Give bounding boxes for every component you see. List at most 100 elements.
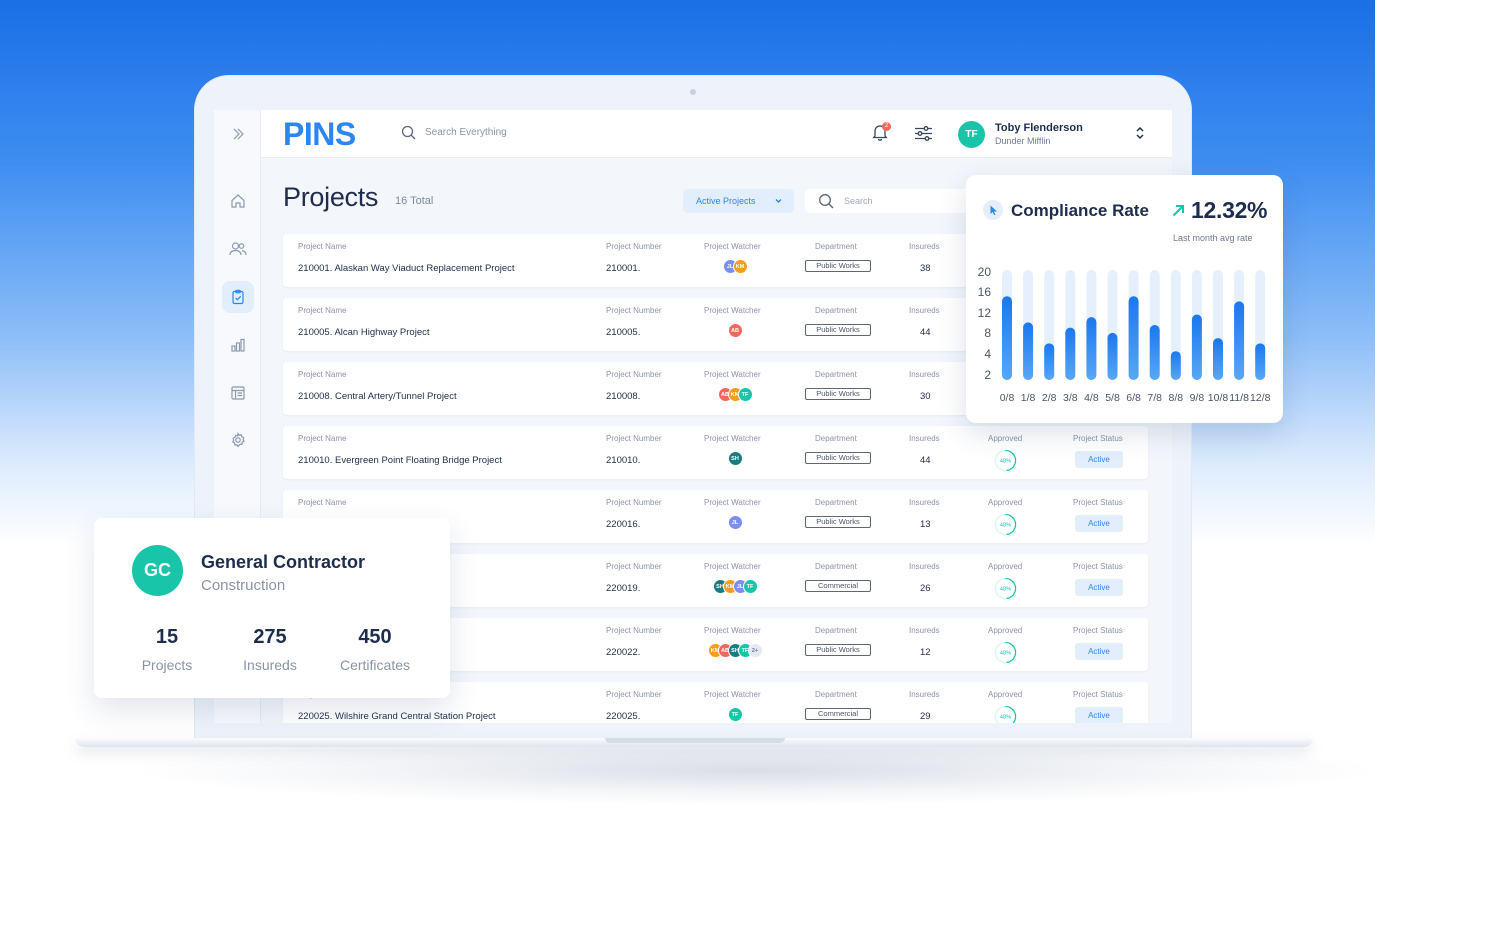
column-label-project-number: Project Number: [606, 306, 662, 315]
contractor-avatar: GC: [132, 545, 183, 596]
column-label-insureds: Insureds: [909, 370, 940, 379]
user-avatar[interactable]: TF: [958, 121, 985, 148]
watcher-avatar[interactable]: TF: [727, 707, 743, 722]
project-status-badge[interactable]: Active: [1075, 579, 1123, 596]
column-label-insureds: Insureds: [909, 306, 940, 315]
watcher-avatar[interactable]: SH: [727, 451, 743, 466]
notifications-button[interactable]: 2: [871, 122, 893, 145]
compliance-bar[interactable]: [1086, 317, 1097, 380]
compliance-bar[interactable]: [1128, 296, 1139, 380]
approved-percent: 48%: [1000, 523, 1012, 529]
column-label-insureds: Insureds: [909, 434, 940, 443]
trend-up-arrow-icon: [1171, 203, 1186, 223]
watcher-avatars[interactable]: AB KM TF: [717, 387, 753, 402]
watcher-avatar[interactable]: JL: [727, 515, 743, 530]
approved-progress-ring: 48%: [994, 449, 1017, 472]
column-label-project-number: Project Number: [606, 370, 662, 379]
watcher-avatars[interactable]: JL KM: [722, 259, 748, 274]
project-status-badge[interactable]: Active: [1075, 707, 1123, 723]
compliance-bar[interactable]: [1044, 343, 1055, 380]
project-filter-dropdown[interactable]: Active Projects: [683, 189, 794, 213]
project-name[interactable]: 210010. Evergreen Point Floating Bridge …: [298, 455, 502, 466]
column-label-project-name: Project Name: [298, 370, 347, 379]
project-name[interactable]: 210001. Alaskan Way Viaduct Replacement …: [298, 263, 515, 274]
watcher-avatar[interactable]: TF: [737, 387, 753, 402]
insureds-count: 29: [920, 711, 931, 722]
compliance-bar[interactable]: [1170, 351, 1181, 380]
gear-icon[interactable]: [226, 428, 250, 452]
expand-sidebar-icon[interactable]: [226, 122, 250, 146]
column-label-project-number: Project Number: [606, 498, 662, 507]
project-name[interactable]: 210005. Alcan Highway Project: [298, 327, 430, 338]
x-tick-label: 1/8: [1021, 392, 1036, 404]
x-tick-label: 3/8: [1063, 392, 1078, 404]
stat-certificates-value: 450: [358, 626, 392, 648]
watcher-avatars[interactable]: AB: [727, 323, 743, 338]
clipboard-check-icon[interactable]: [222, 281, 254, 313]
watcher-avatars[interactable]: KM AB SH TF 2+: [707, 643, 763, 658]
pins-logo[interactable]: PINS: [283, 116, 356, 152]
general-contractor-card: GC General Contractor Construction 15 Pr…: [94, 518, 450, 698]
settings-sliders-icon[interactable]: [914, 125, 933, 147]
project-number: 220016.: [606, 519, 641, 530]
page-title: Projects: [283, 182, 379, 212]
x-tick-label: 7/8: [1147, 392, 1162, 404]
compliance-bar[interactable]: [1002, 296, 1012, 380]
watcher-avatar[interactable]: KM: [732, 259, 748, 274]
stat-projects: 15 Projects: [132, 626, 202, 673]
compliance-bar[interactable]: [1107, 332, 1118, 380]
compliance-bar[interactable]: [1191, 314, 1202, 380]
global-search-placeholder[interactable]: Search Everything: [425, 127, 507, 138]
project-status-badge[interactable]: Active: [1075, 451, 1123, 468]
column-label-department: Department: [815, 306, 857, 315]
watcher-avatars[interactable]: JL: [727, 515, 743, 530]
projects-search-placeholder[interactable]: Search: [844, 196, 873, 206]
users-icon[interactable]: [226, 237, 250, 261]
compliance-rate-card: Compliance Rate 12.32% Last month avg ra…: [966, 175, 1283, 423]
column-label-project-number: Project Number: [606, 562, 662, 571]
user-organization: Dunder Mifflin: [995, 136, 1051, 146]
user-name[interactable]: Toby Flenderson: [995, 122, 1083, 134]
project-status-badge[interactable]: Active: [1075, 643, 1123, 660]
stat-insureds-value: 275: [253, 626, 287, 648]
compliance-bar[interactable]: [1234, 301, 1245, 380]
column-label-project-status: Project Status: [1073, 626, 1123, 635]
compliance-bar[interactable]: [1149, 325, 1160, 380]
column-label-project-name: Project Name: [298, 242, 347, 251]
column-label-project-status: Project Status: [1073, 562, 1123, 571]
column-label-project-number: Project Number: [606, 242, 662, 251]
department-tag: Public Works: [805, 644, 871, 656]
approved-progress-arc: [994, 577, 1017, 600]
projects-search-input[interactable]: Search: [805, 189, 985, 213]
home-icon[interactable]: [226, 189, 250, 213]
compliance-bar[interactable]: [1023, 322, 1034, 380]
compliance-bar[interactable]: [1255, 343, 1266, 380]
project-name[interactable]: 210008. Central Artery/Tunnel Project: [298, 391, 457, 402]
watcher-avatar[interactable]: 2+: [747, 643, 763, 658]
project-status-badge[interactable]: Active: [1075, 515, 1123, 532]
watcher-avatars[interactable]: SH: [727, 451, 743, 466]
compliance-bar[interactable]: [1213, 338, 1223, 380]
x-tick-label: 0/8: [1000, 392, 1015, 404]
notification-count-badge: 2: [882, 122, 891, 131]
column-label-department: Department: [815, 242, 857, 251]
chevron-down-icon: [775, 199, 782, 203]
project-name[interactable]: 220025. Wilshire Grand Central Station P…: [298, 711, 496, 722]
global-search[interactable]: Search Everything: [401, 125, 507, 140]
watcher-avatars[interactable]: TF: [727, 707, 743, 722]
bar-chart-icon[interactable]: [226, 333, 250, 357]
column-label-project-name: Project Name: [298, 434, 347, 443]
document-list-icon[interactable]: [226, 381, 250, 405]
compliance-bar[interactable]: [1065, 327, 1076, 380]
column-label-project-watcher: Project Watcher: [704, 242, 761, 251]
y-tick-label: 4: [984, 347, 991, 361]
watcher-avatars[interactable]: SH KM JL TF: [712, 579, 758, 594]
watcher-avatar[interactable]: TF: [742, 579, 758, 594]
watcher-avatar[interactable]: AB: [727, 323, 743, 338]
search-icon: [819, 194, 834, 209]
user-switch-chevron-icon[interactable]: [1135, 126, 1145, 145]
top-bar: PINS Search Everything 2 TF Toby Flender…: [261, 110, 1172, 158]
approved-percent: 48%: [1000, 715, 1012, 721]
